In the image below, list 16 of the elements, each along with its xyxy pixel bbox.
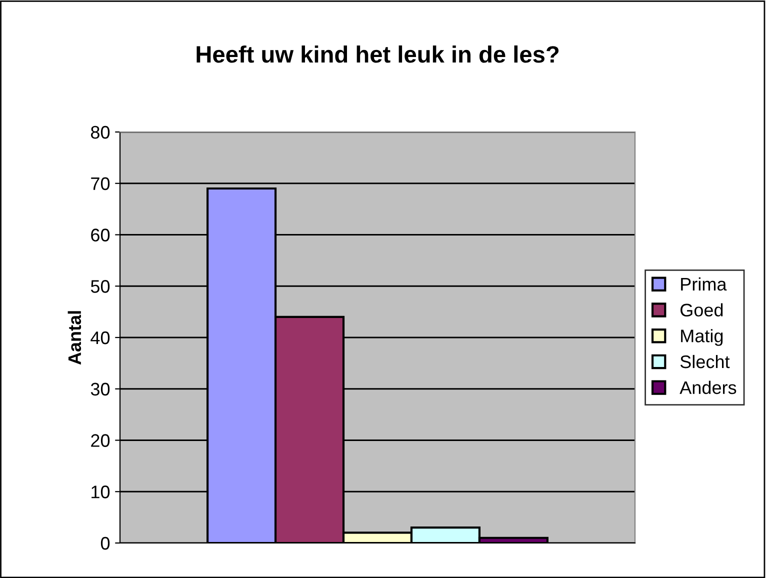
legend-label: Slecht (680, 354, 730, 368)
y-tick-label: 70 (91, 177, 110, 190)
legend-label: Anders (680, 380, 736, 394)
y-tick-label: 20 (91, 434, 110, 447)
legend-label: Goed (680, 303, 723, 316)
y-tick-label: 0 (100, 536, 110, 550)
chart-title: Heeft uw kind het leuk in de les? (196, 45, 559, 63)
y-tick-label: 80 (90, 126, 110, 139)
legend-label: Matig (681, 329, 723, 346)
y-tick-label: 40 (90, 331, 110, 344)
y-tick-label: 10 (92, 486, 110, 498)
y-axis-title: Aantal (68, 311, 82, 365)
y-tick-label: 30 (90, 382, 110, 396)
y-tick-label: 50 (90, 280, 110, 293)
legend-label: Prima (681, 277, 727, 291)
y-tick-label: 60 (91, 228, 110, 242)
